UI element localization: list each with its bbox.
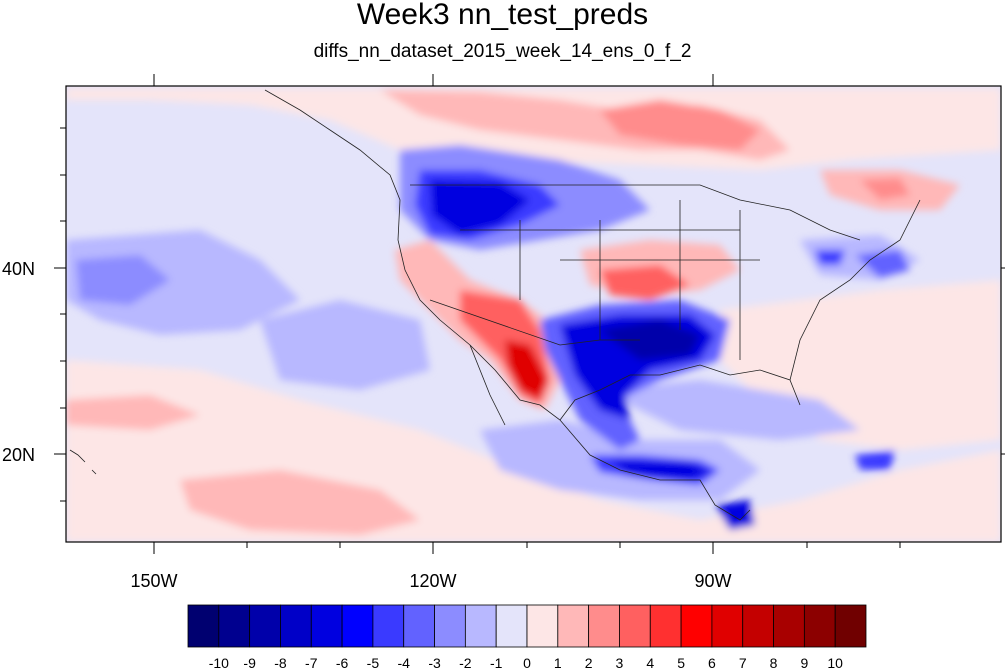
colorbar-swatch <box>310 604 343 648</box>
colorbar-swatch <box>526 604 559 648</box>
colorbar-swatch <box>249 604 281 648</box>
colorbar-swatch <box>680 604 713 648</box>
colorbar-label: -6 <box>336 655 349 671</box>
colorbar-swatch <box>495 604 528 648</box>
x-tick-label: 150W <box>130 571 177 591</box>
anomaly-field <box>66 86 1001 542</box>
colorbar-label: -3 <box>428 655 441 671</box>
colorbar-swatch <box>711 604 744 648</box>
colorbar-label: 1 <box>554 655 562 671</box>
colorbar-swatch <box>619 604 651 648</box>
colorbar-label: -7 <box>305 655 318 671</box>
y-tick-label: 40N <box>2 259 35 279</box>
axis-ticks <box>54 74 1005 554</box>
y-tick-label: 20N <box>2 445 35 465</box>
colorbar-label: -5 <box>367 655 380 671</box>
colorbar-label: 7 <box>739 655 747 671</box>
colorbar-swatch <box>218 604 251 648</box>
colorbar-swatch <box>187 604 220 648</box>
colorbar: -10 -9 -8 -7 -6 -5 -4 -3 -2 -1 0 1 2 3 4 5 6 7 8 9 10 <box>187 604 867 671</box>
x-tick-label: 90W <box>694 571 731 591</box>
colorbar-swatch <box>403 604 435 648</box>
colorbar-label: -9 <box>243 655 256 671</box>
map-subtitle: diffs_nn_dataset_2015_week_14_ens_0_f_2 <box>313 41 692 62</box>
colorbar-label: -8 <box>274 655 287 671</box>
colorbar-label: 8 <box>770 655 778 671</box>
colorbar-label: 6 <box>708 655 716 671</box>
colorbar-swatch <box>372 604 405 648</box>
colorbar-swatch <box>803 604 836 648</box>
colorbar-label: -2 <box>459 655 472 671</box>
coastlines <box>69 89 921 521</box>
colorbar-label: 9 <box>800 655 808 671</box>
x-tick-label: 120W <box>409 571 456 591</box>
colorbar-swatch <box>341 604 374 648</box>
colorbar-label: 5 <box>677 655 685 671</box>
colorbar-swatch <box>649 604 682 648</box>
colorbar-label: -10 <box>209 655 229 671</box>
colorbar-label: 4 <box>646 655 654 671</box>
colorbar-swatch <box>834 604 867 648</box>
colorbar-swatch <box>280 604 312 648</box>
colorbar-swatch <box>773 604 805 648</box>
colorbar-label: -4 <box>398 655 411 671</box>
map-title: Week3 nn_test_preds <box>356 0 649 31</box>
colorbar-swatch <box>434 604 466 648</box>
colorbar-swatch <box>557 604 590 648</box>
colorbar-label: 3 <box>616 655 624 671</box>
colorbar-label: 2 <box>585 655 593 671</box>
colorbar-swatch <box>588 604 620 648</box>
colorbar-label: 10 <box>827 655 843 671</box>
colorbar-swatch <box>742 604 774 648</box>
colorbar-label: 0 <box>523 655 531 671</box>
colorbar-label: -1 <box>490 655 503 671</box>
colorbar-swatch <box>464 604 497 648</box>
